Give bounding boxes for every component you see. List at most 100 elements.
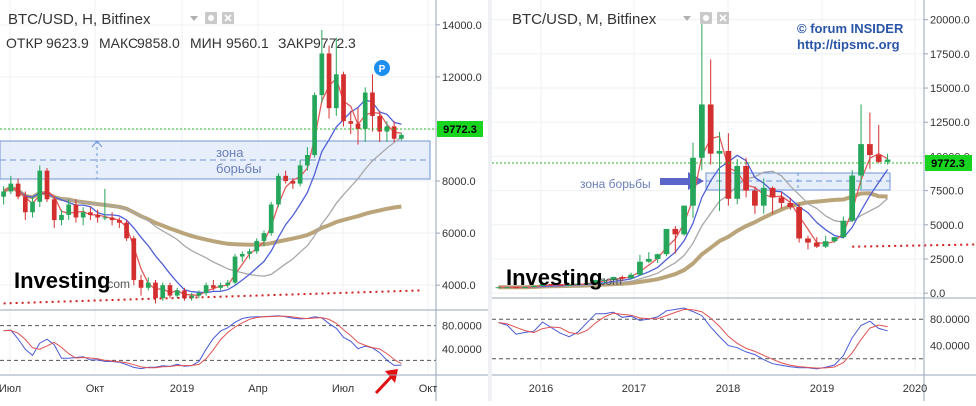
right-logo-suffix: .com xyxy=(596,274,622,288)
ohlc-high-label: МАКС xyxy=(99,35,138,51)
candle-up xyxy=(247,251,252,254)
candle-down xyxy=(769,187,776,198)
candle-down xyxy=(725,150,732,199)
candle-up xyxy=(80,212,86,218)
candle-up xyxy=(645,258,652,262)
left-price-badge-text: 9772.3 xyxy=(443,124,477,136)
y-tick-label: 12000.0 xyxy=(442,72,482,84)
candle-up xyxy=(760,187,767,206)
ma-slow-line xyxy=(3,136,402,277)
candle-down xyxy=(778,197,785,203)
candle-up xyxy=(232,256,238,283)
candle-down xyxy=(44,170,50,200)
candle-down xyxy=(377,115,383,132)
ohlc-low-value: 9560.1 xyxy=(226,35,269,51)
y-tick-label: 8000.0 xyxy=(442,176,476,188)
left-stochastic-oscillator xyxy=(3,315,402,370)
candle-down xyxy=(51,199,57,221)
y-tick-label: 20000.0 xyxy=(930,15,970,27)
right-chart-panel: зона борьбы 20000.0 17500.0 15000.0 12500.0… xyxy=(492,0,976,401)
candle-down xyxy=(109,217,115,221)
candle-up xyxy=(681,205,688,235)
candle-down xyxy=(619,277,626,279)
candle-up xyxy=(160,285,166,299)
candle-up xyxy=(297,165,303,184)
left-marker-label: P xyxy=(379,64,386,75)
candle-up xyxy=(840,220,847,238)
candle-down xyxy=(22,196,28,213)
candle-down xyxy=(672,228,679,235)
candle-down xyxy=(124,222,129,239)
ohlc-low-label: МИН xyxy=(190,35,222,51)
candle-down xyxy=(557,284,564,286)
candle-up xyxy=(592,280,599,284)
marker-icon[interactable] xyxy=(374,60,390,76)
y-tick-label: 15000.0 xyxy=(930,83,970,95)
stoch-d-line xyxy=(3,315,402,369)
dropdown-arrow-icon[interactable] xyxy=(190,16,198,21)
candle-down xyxy=(116,220,122,223)
candle-up xyxy=(37,170,43,202)
dropdown-arrow-icon[interactable] xyxy=(683,16,691,21)
y-tick-label: 17500.0 xyxy=(930,49,970,61)
candle-down xyxy=(167,285,173,296)
left-price-badge xyxy=(437,121,483,137)
watermark-url[interactable]: http://tipsmc.org xyxy=(797,37,900,52)
close-icon-cross xyxy=(224,14,232,22)
candle-up xyxy=(566,284,573,286)
x-tick-label: Июл xyxy=(332,383,354,395)
x-tick-label: Окт xyxy=(419,383,438,395)
right-chart-title: BTC/USD, M, Bitfinex xyxy=(512,11,657,28)
candle-up xyxy=(822,241,829,247)
right-logo: Investing xyxy=(506,265,603,290)
candle-up xyxy=(225,282,231,286)
candle-up xyxy=(8,183,14,192)
candle-down xyxy=(283,175,289,182)
left-chart-panel: зона борьбы P 14000.012000.010000.08000.… xyxy=(0,0,490,401)
y-tick-label: 5000.0 xyxy=(930,220,964,232)
left-oscillator-grid xyxy=(0,325,436,361)
candle-down xyxy=(787,202,794,208)
candle-up xyxy=(268,204,274,234)
left-osc-axis: 80.0000 40.0000 xyxy=(442,321,482,356)
candle-up xyxy=(858,144,864,176)
candle-down xyxy=(290,181,296,184)
x-tick-label: 2016 xyxy=(529,383,553,395)
close-icon-cross xyxy=(719,14,727,22)
candle-up xyxy=(261,233,267,241)
candle-up xyxy=(831,237,838,242)
candle-up xyxy=(690,157,696,206)
candle-up xyxy=(522,287,528,289)
y-tick-label: 4000.0 xyxy=(442,280,476,292)
candle-up xyxy=(583,283,590,285)
candle-down xyxy=(796,207,803,239)
left-zone-label-line1: зона xyxy=(216,145,244,160)
candle-down xyxy=(370,92,375,116)
candle-up xyxy=(399,134,404,139)
candle-up xyxy=(716,150,723,154)
x-tick-label: Апр xyxy=(248,383,267,395)
candle-up xyxy=(1,191,6,197)
x-tick-label: Окт xyxy=(86,383,105,395)
x-tick-label: 2019 xyxy=(170,383,194,395)
y-tick-label: 2500.0 xyxy=(930,254,964,266)
candle-up xyxy=(601,280,608,282)
candle-down xyxy=(752,190,758,206)
candle-up xyxy=(254,240,260,252)
candle-up xyxy=(884,159,891,162)
candle-up xyxy=(628,274,634,279)
candle-down xyxy=(182,290,187,299)
candle-up xyxy=(530,285,537,288)
candle-down xyxy=(95,214,100,218)
stoch-d-line xyxy=(498,308,888,369)
candle-up xyxy=(610,277,617,281)
candle-up xyxy=(145,282,151,288)
y-tick-label: 0.0 xyxy=(930,288,945,300)
right-price-badge-text: 9772.3 xyxy=(931,158,965,170)
candle-down xyxy=(73,204,79,218)
settings-icon-inner xyxy=(208,15,214,21)
candle-up xyxy=(305,155,310,166)
right-stochastic-oscillator xyxy=(498,307,888,370)
candle-up xyxy=(203,285,209,293)
candle-up xyxy=(102,217,108,219)
